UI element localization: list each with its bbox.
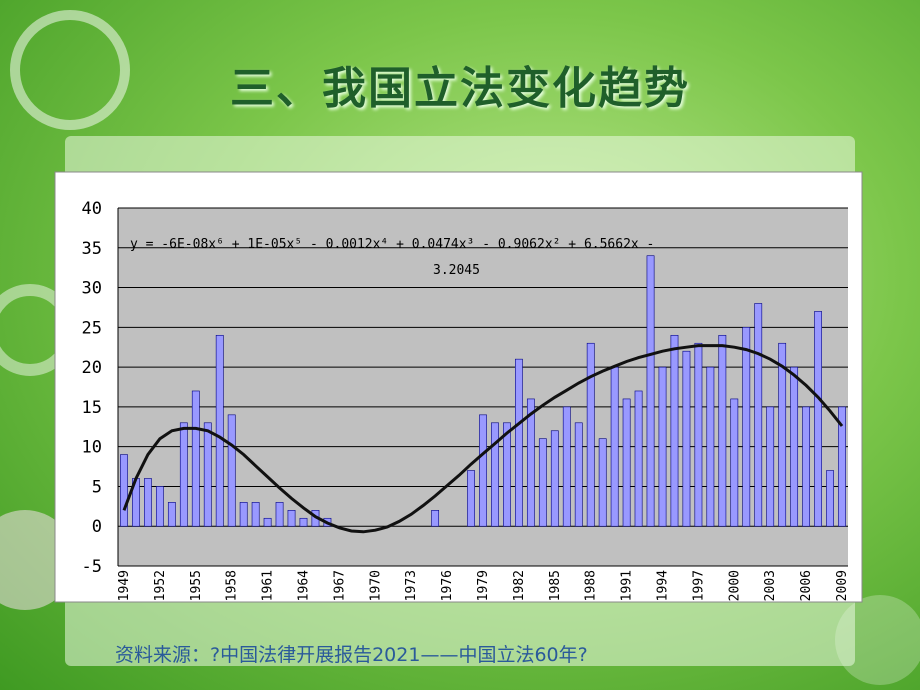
bar [191, 390, 200, 527]
bar [790, 366, 799, 527]
bar [515, 358, 523, 527]
x-tick-label: 1958 [225, 570, 240, 601]
bar [706, 366, 715, 527]
bar [694, 342, 703, 527]
x-tick-label: 1994 [656, 570, 671, 601]
leaf-circle [835, 595, 920, 685]
x-tick-label: 2009 [835, 570, 850, 601]
bar [167, 502, 176, 527]
bar [155, 486, 164, 527]
bar [550, 430, 559, 527]
bar [179, 422, 188, 527]
y-tick-label: 5 [92, 477, 102, 497]
x-tick-label: 1955 [189, 570, 204, 601]
slide-title: 三、我国立法变化趋势 [230, 63, 690, 114]
bar [203, 422, 212, 527]
y-tick-label: 25 [82, 318, 102, 338]
bar [263, 517, 272, 527]
bar [814, 311, 822, 527]
x-tick-label: 2006 [799, 570, 814, 601]
bar [538, 438, 547, 527]
bar [718, 334, 727, 527]
x-tick-label: 1997 [691, 570, 706, 601]
bar [646, 255, 655, 527]
x-tick-label: 1976 [440, 570, 455, 601]
bar [598, 438, 607, 527]
y-tick-label: 15 [82, 398, 102, 418]
bar [526, 398, 535, 527]
bar [467, 470, 475, 527]
bar [682, 350, 691, 527]
bar [491, 422, 499, 527]
bar [586, 342, 595, 527]
y-tick-label: -5 [82, 557, 102, 577]
bar [754, 303, 763, 527]
bar [730, 398, 739, 527]
y-tick-label: 35 [82, 239, 102, 259]
bar [144, 478, 152, 527]
bar [622, 398, 631, 527]
x-tick-label: 1970 [368, 570, 383, 601]
bar [227, 414, 236, 527]
y-tick-label: 20 [82, 358, 102, 378]
y-tick-label: 10 [82, 438, 102, 458]
bar [562, 406, 571, 527]
x-tick-label: 1952 [153, 570, 168, 601]
bar [826, 470, 834, 527]
equation: y = -6E-08x⁶ + 1E-05x⁵ - 0.0012x⁴ + 0.04… [130, 237, 654, 252]
x-tick-label: 1982 [512, 570, 527, 601]
bar [299, 517, 308, 527]
bar [610, 366, 619, 527]
x-tick-label: 1961 [261, 570, 276, 601]
trendline [122, 344, 844, 534]
bar [275, 502, 284, 527]
y-tick-label: 0 [92, 517, 102, 537]
bar [479, 414, 487, 527]
x-tick-label: 1979 [476, 570, 491, 601]
bar [251, 502, 260, 527]
bar [802, 406, 811, 527]
bar [287, 510, 296, 527]
bar [778, 342, 787, 527]
y-tick-label: 40 [82, 199, 102, 219]
bar [766, 406, 775, 527]
y-tick-label: 30 [82, 279, 102, 299]
bar [634, 390, 643, 527]
bar [838, 406, 846, 527]
x-tick-label: 1991 [620, 570, 635, 601]
bar [670, 334, 679, 527]
x-tick-label: 1988 [584, 570, 599, 601]
bar [574, 422, 583, 527]
bar [239, 502, 248, 527]
x-tick-label: 2003 [763, 570, 778, 601]
bar [742, 327, 751, 527]
bar [215, 334, 224, 527]
x-tick-label: 1967 [332, 570, 347, 601]
leaf-circle [10, 10, 130, 130]
bar [503, 422, 511, 527]
bar [431, 510, 440, 527]
x-tick-label: 1949 [117, 570, 132, 601]
equation: 3.2045 [433, 263, 480, 278]
x-tick-label: 1973 [404, 570, 419, 601]
x-tick-label: 1985 [548, 570, 563, 601]
source-note: 资料来源：?中国法律开展报告2021——中国立法60年? [115, 644, 588, 666]
x-tick-label: 1964 [296, 570, 311, 601]
x-tick-label: 2000 [727, 570, 742, 601]
bar [658, 366, 667, 527]
bar [120, 454, 128, 527]
